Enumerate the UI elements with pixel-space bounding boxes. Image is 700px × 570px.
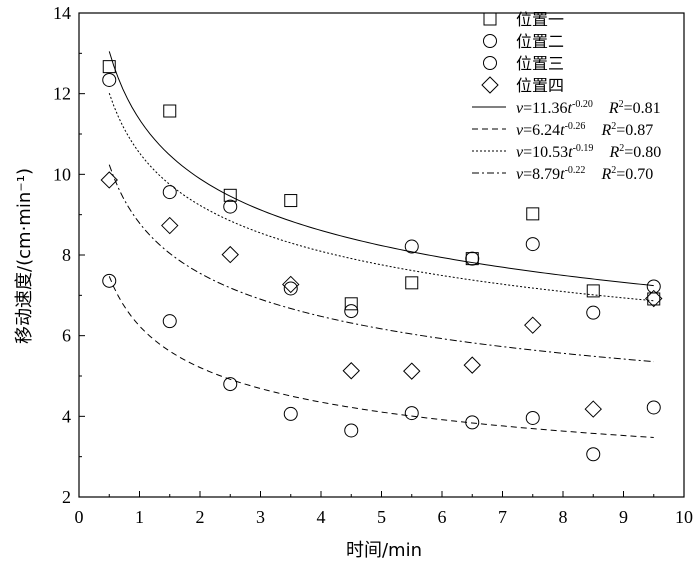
y-tick-label: 6	[62, 326, 71, 346]
legend-label-1: 位置一	[516, 10, 564, 29]
data-point-series-4	[221, 245, 239, 264]
data-point-series-1	[223, 188, 237, 202]
data-point-series-2	[344, 423, 359, 438]
legend-label-3: 位置三	[516, 54, 564, 73]
x-tick-label: 7	[498, 507, 507, 527]
fit-curve-4	[108, 164, 654, 363]
data-point-series-2	[102, 273, 117, 288]
data-point-series-2	[586, 447, 601, 462]
data-point-series-3	[404, 239, 419, 254]
legend-label-2: 位置二	[516, 32, 564, 51]
data-point-series-2	[525, 410, 540, 425]
data-point-series-4	[100, 171, 118, 189]
data-point-series-2	[404, 406, 419, 421]
data-point-series-3	[586, 305, 601, 320]
x-axis-label: 时间/min	[346, 540, 422, 561]
data-point-series-3	[465, 251, 480, 266]
data-point-series-3	[283, 281, 298, 296]
data-point-series-4	[645, 289, 663, 308]
x-tick-label: 2	[196, 507, 205, 527]
data-point-series-1	[344, 297, 358, 311]
y-tick-label: 10	[53, 164, 71, 184]
legend-equation-1: v=11.36t-0.20 R2=0.81	[516, 99, 661, 117]
legend-equation-3: v=10.53t-0.19 R2=0.80	[516, 143, 661, 161]
x-tick-label: 1	[135, 507, 144, 527]
data-point-series-2	[465, 415, 480, 430]
data-point-series-4	[524, 316, 542, 334]
fit-curve-1	[108, 51, 654, 287]
fit-curve-2	[108, 276, 654, 438]
x-tick-label: 10	[675, 507, 693, 527]
x-tick-label: 5	[377, 507, 386, 527]
data-points	[100, 60, 663, 462]
data-point-series-4	[584, 400, 602, 418]
y-tick-label: 8	[62, 245, 71, 265]
data-point-series-4	[403, 362, 421, 380]
data-point-series-3	[162, 185, 177, 200]
y-tick-label: 12	[53, 84, 71, 104]
data-point-series-1	[405, 276, 419, 290]
data-point-series-4	[282, 275, 300, 294]
legend-marker-3	[483, 56, 497, 70]
fit-curves	[108, 51, 654, 438]
y-axis-label: 移动速度/(cm·min⁻¹)	[14, 168, 35, 344]
data-point-series-2	[223, 377, 238, 392]
data-point-series-2	[283, 406, 298, 421]
legend-label-4: 位置四	[516, 76, 564, 95]
legend-equation-4: v=8.79t-0.22 R2=0.70	[516, 165, 653, 183]
data-point-series-3	[646, 279, 661, 294]
data-point-series-2	[162, 314, 177, 329]
legend-marker-2	[483, 34, 497, 48]
data-point-series-4	[463, 356, 481, 374]
data-point-series-3	[223, 199, 238, 214]
data-point-series-3	[102, 72, 117, 87]
data-point-series-1	[102, 60, 116, 74]
x-tick-label: 0	[75, 507, 84, 527]
legend-marker-4	[481, 76, 499, 94]
data-point-series-1	[284, 194, 298, 208]
data-point-series-2	[646, 400, 661, 415]
data-point-series-3	[525, 237, 540, 252]
x-tick-label: 9	[619, 507, 628, 527]
legend-equation-2: v=6.24t-0.26 R2=0.87	[516, 121, 653, 139]
data-point-series-1	[586, 284, 600, 298]
data-point-series-4	[161, 216, 179, 235]
y-tick-label: 4	[62, 406, 71, 426]
data-point-series-4	[342, 362, 360, 380]
legend-marker-1	[483, 12, 497, 26]
data-point-series-1	[526, 207, 540, 221]
data-point-series-3	[344, 304, 359, 319]
y-tick-label: 14	[53, 3, 71, 23]
y-tick-label: 2	[62, 487, 71, 507]
plot-frame	[78, 12, 685, 498]
data-point-series-1	[163, 104, 177, 118]
x-tick-label: 6	[438, 507, 447, 527]
x-tick-label: 8	[559, 507, 568, 527]
x-tick-label: 3	[256, 507, 265, 527]
x-tick-label: 4	[317, 507, 326, 527]
